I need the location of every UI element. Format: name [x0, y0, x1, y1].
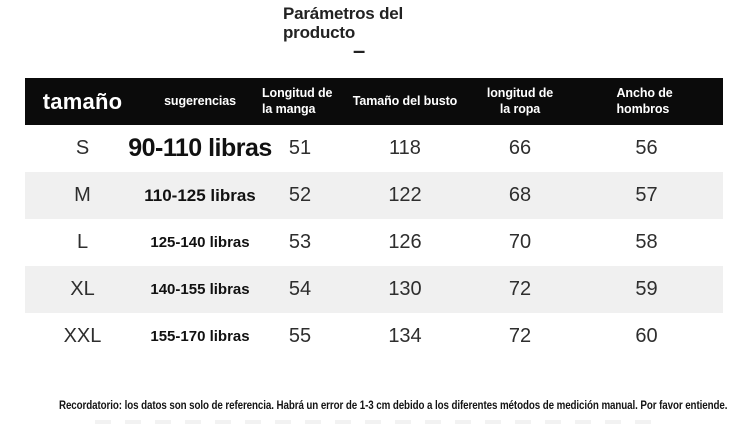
cell-shoulder-width: 57 [635, 184, 658, 206]
header-cell-garment-length: longitud de la ropa [486, 85, 554, 116]
cell-suggestion: 155-170 libras [150, 328, 250, 345]
reminder-note-text: Recordatorio: los datos son solo de refe… [58, 400, 728, 412]
cell-shoulder-width: 58 [635, 231, 658, 253]
table-body: S 90-110 libras 51 118 66 56 M 110-125 l… [25, 125, 723, 360]
header-cell-shoulder-width: Ancho de hombros [616, 85, 673, 116]
cell-garment-length: 70 [508, 231, 532, 253]
cell-bust-size: 126 [388, 231, 422, 253]
table-row: M 110-125 libras 52 122 68 57 [25, 172, 723, 219]
cell-garment-length: 72 [508, 278, 532, 300]
cell-bust-size: 118 [389, 137, 421, 159]
header-cell-sleeve-length: Longitud de la manga [262, 85, 333, 116]
cell-garment-length: 68 [508, 184, 532, 206]
title-dash: – [353, 38, 366, 63]
cell-sleeve-length: 53 [288, 231, 312, 253]
table-row: XXL 155-170 libras 55 134 72 60 [25, 313, 723, 360]
cell-garment-length: 66 [508, 137, 532, 159]
page-title: Parámetros del producto [283, 4, 403, 42]
header-cell-bust-size: Tamaño del busto [352, 93, 458, 108]
cell-size: S [75, 137, 90, 159]
header-cell-suggestion: sugerencias [164, 93, 236, 108]
page-title-line1: Parámetros del [283, 4, 404, 23]
cell-size: XL [70, 278, 95, 300]
faint-divider-artifact [95, 420, 660, 424]
cell-suggestion: 125-140 libras [150, 234, 250, 251]
cell-sleeve-length: 51 [288, 137, 312, 159]
page-title-line2: producto [283, 23, 356, 42]
cell-suggestion: 140-155 libras [150, 281, 250, 298]
table-row: L 125-140 libras 53 126 70 58 [25, 219, 723, 266]
cell-bust-size: 130 [388, 278, 422, 300]
cell-shoulder-width: 56 [635, 137, 658, 159]
cell-shoulder-width: 59 [635, 278, 658, 300]
cell-size: XXL [63, 325, 102, 347]
cell-suggestion: 110-125 libras [144, 185, 256, 205]
table-row: S 90-110 libras 51 118 66 56 [25, 125, 723, 172]
cell-bust-size: 122 [388, 184, 422, 206]
table-header-row: tamaño sugerencias Longitud de la manga … [25, 78, 723, 125]
table-row: XL 140-155 libras 54 130 72 59 [25, 266, 723, 313]
cell-size: M [74, 184, 91, 206]
cell-sleeve-length: 52 [288, 184, 312, 206]
cell-size: L [76, 231, 89, 253]
cell-suggestion: 90-110 libras [128, 134, 272, 162]
cell-bust-size: 134 [388, 325, 422, 347]
cell-sleeve-length: 55 [288, 325, 312, 347]
header-cell-size: tamaño [42, 88, 123, 114]
size-chart-table: tamaño sugerencias Longitud de la manga … [25, 78, 723, 360]
cell-garment-length: 72 [508, 325, 532, 347]
cell-shoulder-width: 60 [635, 325, 658, 347]
cell-sleeve-length: 54 [288, 278, 312, 300]
reminder-note: Recordatorio: los datos son solo de refe… [0, 396, 748, 414]
